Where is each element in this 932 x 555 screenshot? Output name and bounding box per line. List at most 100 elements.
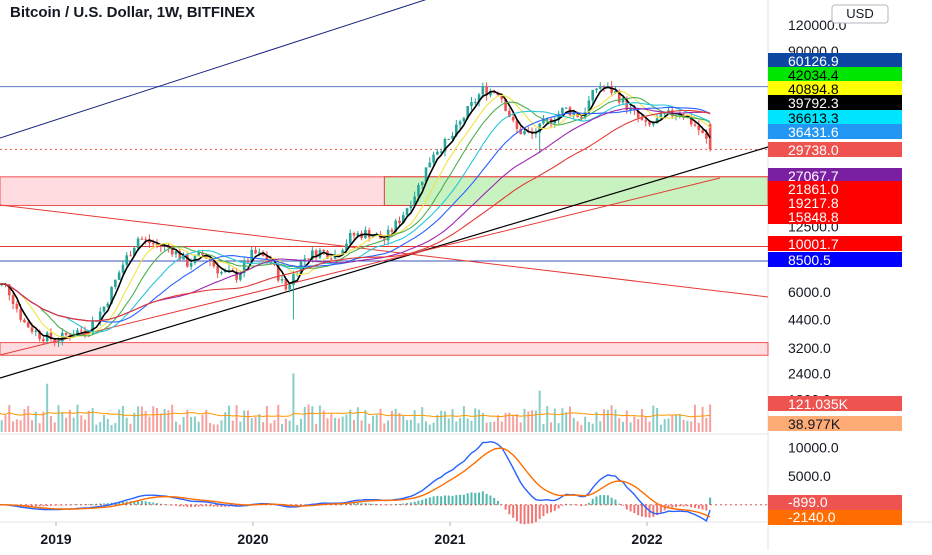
trendline-support [0, 146, 769, 379]
candle-body [280, 279, 284, 281]
volume-bar [288, 420, 291, 432]
volume-bar [53, 422, 56, 432]
volume-bar [61, 411, 64, 432]
candle-body [663, 113, 666, 115]
volume-bar [38, 423, 41, 432]
candle-body [284, 279, 288, 290]
candle-body [655, 118, 659, 124]
volume-bar [606, 409, 609, 432]
volume-bar [618, 418, 621, 432]
macd-histogram-bar [417, 500, 420, 505]
price-label-badge [768, 142, 902, 157]
macd-histogram-bar [72, 504, 75, 506]
volume-bar [614, 409, 617, 432]
macd-histogram-bar [644, 504, 647, 518]
candle-body [705, 133, 708, 139]
volume-bar [595, 411, 598, 432]
macd-histogram-bar [538, 504, 541, 520]
candle-body [144, 239, 147, 241]
macd-histogram-bar [527, 504, 530, 524]
volume-bar [474, 408, 477, 432]
trendline-resistance [0, 204, 769, 298]
volume-bar [27, 405, 30, 432]
macd-histogram-bar [156, 503, 159, 505]
candle-body [7, 284, 11, 296]
candle-body [470, 102, 473, 107]
macd-histogram-bar [606, 495, 609, 505]
volume-bar [110, 425, 113, 432]
candle-body [697, 125, 701, 131]
volume-bar [307, 404, 310, 432]
candle-body [26, 322, 30, 328]
volume-bar [406, 420, 409, 432]
volume-bar [489, 422, 492, 432]
candle-body [587, 100, 591, 113]
candle-body [151, 243, 155, 245]
candle-body [242, 260, 246, 273]
volume-bar [337, 418, 340, 432]
volume-ma-label-badge [768, 416, 902, 431]
candle-body [545, 118, 549, 121]
volume-bar [440, 410, 443, 432]
volume-bar [371, 415, 374, 432]
volume-bar [190, 416, 193, 432]
price-label-text: 39792.3 [788, 95, 839, 111]
candle-body [519, 128, 523, 135]
volume-bar [470, 420, 473, 432]
volume-bar [436, 414, 439, 432]
x-tick-label: 2019 [40, 531, 71, 547]
volume-bar [137, 406, 140, 432]
macd-histogram-bar [364, 503, 367, 505]
y-tick-label: 3200.0 [788, 340, 831, 356]
volume-bar [622, 421, 625, 432]
volume-bar [576, 421, 579, 432]
price-label-text: 8500.5 [788, 252, 831, 268]
candle-body [436, 151, 439, 155]
candle-body [561, 108, 564, 114]
macd-histogram-bar [106, 503, 109, 505]
volume-bar [447, 418, 450, 432]
volume-bar [246, 410, 249, 432]
macd-histogram-bar [618, 503, 621, 505]
price-label-text: 15848.8 [788, 209, 839, 225]
macd-histogram-bar [493, 497, 496, 505]
price-label-badge [768, 195, 902, 210]
candle-countdown: 3d 7h [788, 155, 821, 170]
volume-bar [330, 414, 333, 432]
macd-histogram-bar [652, 504, 655, 517]
macd-histogram-bar [622, 504, 625, 506]
macd-histogram-bar [705, 504, 708, 511]
candle-body [348, 233, 352, 244]
macd-histogram-bar [53, 504, 56, 506]
candle-body [367, 230, 371, 238]
macd-histogram-bar [436, 495, 439, 505]
candle-body [473, 101, 477, 103]
macd-histogram-bar [387, 504, 390, 506]
candle-body [621, 97, 625, 103]
volume-bar [500, 421, 503, 432]
macd-histogram-bar [402, 503, 405, 505]
volume-bar [512, 414, 515, 432]
price-label-text: 27067.7 [788, 168, 839, 184]
candle-body [125, 255, 129, 265]
macd-histogram-bar [451, 495, 454, 505]
candle-body [159, 244, 163, 247]
volume-bar [152, 406, 155, 432]
signal-label-badge [768, 510, 902, 525]
volume-bar [231, 420, 234, 432]
volume-bar [459, 418, 462, 432]
candle-body [276, 264, 280, 281]
volume-bar [345, 414, 348, 432]
volume-bar [383, 423, 386, 432]
volume-bar [106, 418, 109, 432]
volume-bar [542, 423, 545, 432]
volume-bar [360, 420, 363, 432]
price-label-text: 42034.4 [788, 67, 839, 83]
macd-histogram-bar [209, 504, 212, 507]
candle-body [57, 341, 60, 343]
candle-body [458, 121, 462, 125]
volume-bar [216, 424, 219, 432]
macd-y-tick-label: 5000.0 [788, 468, 831, 484]
volume-bar [485, 422, 488, 432]
